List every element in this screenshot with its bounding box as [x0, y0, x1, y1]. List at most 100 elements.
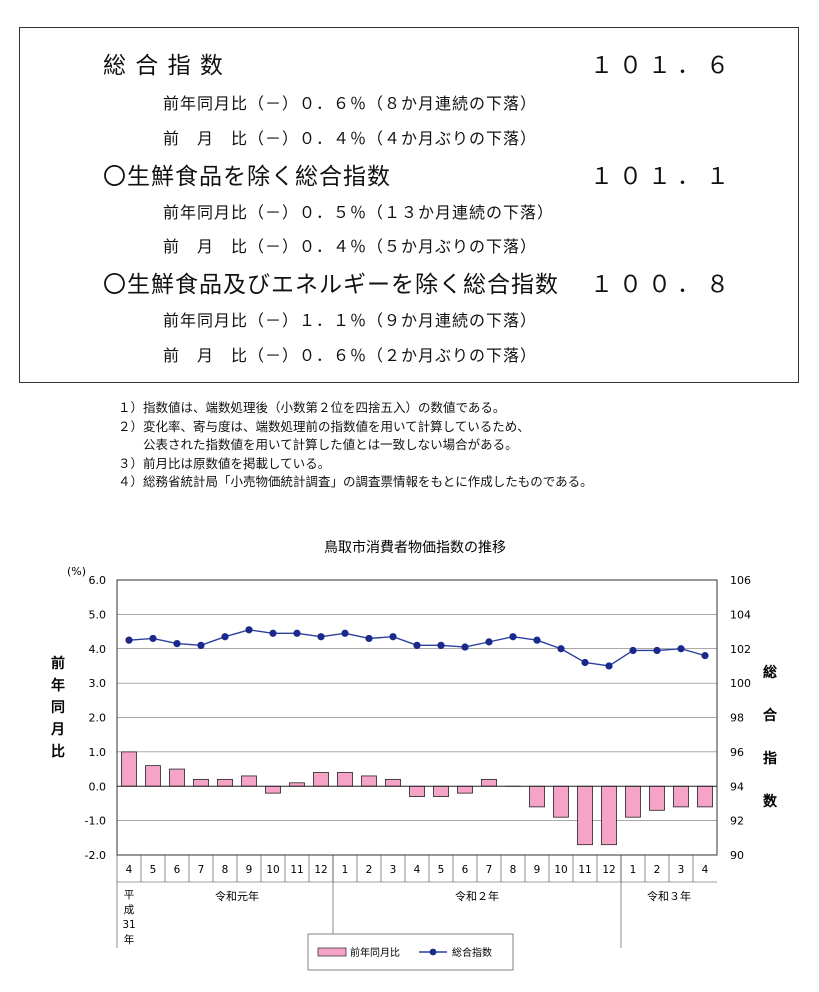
- point-index: [581, 658, 589, 667]
- left-tick-label: 4.0: [89, 643, 107, 656]
- row1-value: １０１．６: [590, 53, 735, 79]
- x-tick-label: 4: [702, 864, 709, 876]
- notes: １）指数値は、端数処理後（小数第２位を四捨五入）の数値である。 ２）変化率、寄与…: [118, 399, 593, 492]
- right-axis-label-char: 数: [763, 793, 778, 810]
- note-2: ２）変化率、寄与度は、端数処理前の指数値を用いて計算しているため、: [118, 418, 530, 434]
- left-tick-label: 6.0: [89, 574, 107, 587]
- x-tick-label: 3: [390, 864, 397, 876]
- row3-mom: 前 月 比（－）０．６％（２か月ぶりの下落）: [163, 346, 538, 365]
- bar-yoy: [169, 768, 185, 787]
- row1-yoy: 前年同月比（－）０．６％（８か月連続の下落）: [163, 94, 538, 113]
- point-index: [293, 629, 301, 637]
- unit-label: (%): [67, 565, 86, 578]
- note-3: 公表された指数値を用いて計算した値とは一致しない場合がある。: [118, 437, 518, 452]
- point-index: [341, 629, 349, 637]
- bar-yoy: [193, 778, 209, 787]
- era-label: 令和元年: [215, 889, 259, 903]
- x-tick-label: 10: [554, 864, 567, 876]
- x-tick-label: 2: [366, 864, 373, 876]
- point-index: [125, 636, 133, 644]
- x-tick-label: 11: [290, 864, 303, 876]
- left-tick-label: 1.0: [89, 746, 107, 759]
- row2-label: 〇生鮮食品を除く総合指数: [103, 164, 391, 190]
- x-tick-label: 1: [630, 864, 637, 876]
- left-tick-label: -2.0: [85, 849, 106, 862]
- right-tick-label: 104: [730, 608, 751, 621]
- bar-yoy: [457, 785, 473, 794]
- point-index: [197, 641, 205, 649]
- legend-box: [307, 933, 514, 971]
- bar-yoy: [313, 772, 329, 787]
- era-label-char: 成: [124, 904, 135, 916]
- bar-yoy: [289, 782, 305, 787]
- bar-yoy: [625, 785, 641, 818]
- right-tick-label: 102: [730, 643, 751, 656]
- row2-mom: 前 月 比（－）０．４％（５か月ぶりの下落）: [163, 237, 538, 256]
- point-index: [485, 638, 493, 646]
- summary-box: 総 合 指 数 １０１．６ 前年同月比（－）０．６％（８か月連続の下落） 前 月…: [19, 27, 799, 383]
- left-axis-label-char: 同: [51, 700, 65, 716]
- left-tick-label: 5.0: [89, 608, 107, 621]
- right-axis-label: 総合指数: [763, 664, 778, 810]
- point-index: [677, 645, 685, 653]
- right-axis-label-char: 総: [763, 664, 777, 681]
- point-index: [269, 629, 277, 637]
- right-tick-label: 90: [730, 849, 744, 862]
- era-label-char: 平: [124, 889, 135, 901]
- x-tick-label: 6: [174, 864, 181, 876]
- left-axis-label-char: 月: [50, 722, 65, 738]
- point-index: [317, 633, 325, 641]
- x-tick-label: 6: [462, 864, 469, 876]
- point-index: [245, 626, 253, 634]
- bar-yoy: [217, 778, 233, 787]
- note-4: ３）前月比は原数値を掲載している。: [118, 455, 331, 471]
- right-tick-label: 98: [730, 712, 744, 725]
- legend-swatch-bar: [317, 947, 347, 957]
- point-index: [629, 646, 637, 655]
- legend-label-bar: 前年同月比: [350, 946, 400, 959]
- x-tick-label: 7: [486, 864, 493, 876]
- right-axis-label-char: 指: [763, 750, 777, 767]
- x-tick-label: 12: [602, 864, 615, 876]
- x-tick-label: 10: [266, 864, 279, 876]
- left-axis-label-char: 年: [51, 677, 65, 694]
- left-axis-label-char: 前: [51, 655, 65, 672]
- bar-yoy: [697, 785, 713, 808]
- x-tick-label: 4: [126, 864, 133, 876]
- right-tick-label: 100: [730, 677, 751, 690]
- right-tick-label: 106: [730, 574, 751, 587]
- bar-yoy: [577, 785, 593, 846]
- row2-yoy: 前年同月比（－）０．５％（１３か月連続の下落）: [163, 203, 555, 222]
- chart-title: 鳥取市消費者物価指数の推移: [324, 539, 506, 556]
- point-index: [221, 633, 229, 641]
- right-tick-label: 92: [730, 815, 744, 828]
- bar-yoy: [265, 785, 281, 794]
- point-index: [605, 662, 613, 670]
- legend-label-line: 総合指数: [452, 946, 492, 959]
- x-tick-label: 1: [342, 864, 349, 876]
- bar-yoy: [649, 785, 665, 811]
- x-tick-label: 5: [438, 864, 445, 876]
- x-tick-label: 5: [150, 864, 157, 876]
- cpi-chart: 鳥取市消費者物価指数の推移 (%) 前年同月比 総合指数 6.05.04.03.…: [50, 539, 778, 971]
- x-tick-label: 3: [678, 864, 685, 876]
- point-index: [365, 634, 373, 643]
- bar-yoy: [433, 785, 449, 797]
- note-1: １）指数値は、端数処理後（小数第２位を四捨五入）の数値である。: [118, 400, 506, 415]
- era-label: 令和３年: [647, 889, 691, 903]
- left-tick-label: 2.0: [89, 712, 107, 725]
- x-tick-label: 9: [246, 864, 253, 876]
- x-tick-label: 8: [510, 864, 517, 876]
- point-index: [437, 641, 445, 649]
- left-axis-label: 前年同月比: [50, 655, 65, 760]
- bar-yoy: [241, 775, 257, 787]
- bar-yoy: [121, 751, 137, 787]
- x-tick-label: 9: [534, 864, 541, 876]
- left-tick-label: -1.0: [85, 815, 106, 828]
- note-5: ４）総務省統計局「小売物価統計調査」の調査票情報をもとに作成したものである。: [118, 474, 593, 489]
- bar-yoy: [529, 785, 545, 808]
- right-tick-label: 96: [730, 746, 744, 759]
- row3-label: 〇生鮮食品及びエネルギーを除く総合指数: [103, 272, 559, 298]
- row3-value: １００．８: [590, 272, 735, 298]
- bar-yoy: [385, 778, 401, 787]
